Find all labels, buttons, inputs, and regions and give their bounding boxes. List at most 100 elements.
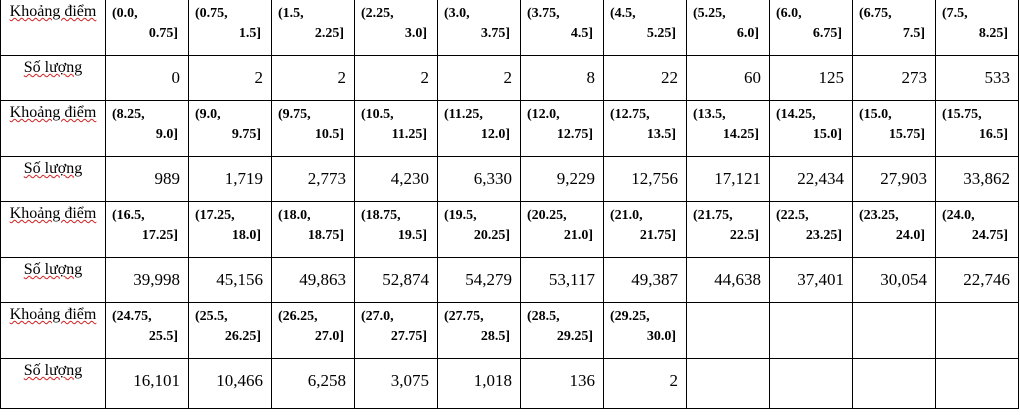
count-cell: 1,719: [188, 156, 272, 202]
count-row: Số lượng 0 2 2 2 2 8 22 60 125 273 533: [0, 55, 1019, 101]
range-cell: (18.0, 18.75]: [271, 201, 355, 258]
count-cell: 45,156: [188, 257, 272, 303]
empty-cell: [769, 358, 853, 409]
range-cell: (24.0, 24.75]: [935, 201, 1019, 258]
count-cell: 4,230: [354, 156, 438, 202]
range-cell: (26.25, 27.0]: [271, 302, 355, 359]
count-cell: 54,279: [437, 257, 521, 303]
count-cell: 2: [188, 55, 272, 101]
range-row-label: Khoảng điểm: [0, 0, 106, 56]
count-cell: 136: [520, 358, 604, 409]
count-cell: 2: [271, 55, 355, 101]
range-cell: (14.25, 15.0]: [769, 100, 853, 157]
range-cell: (1.5, 2.25]: [271, 0, 355, 56]
count-row: Số lượng 39,998 45,156 49,863 52,874 54,279 53…: [0, 257, 1019, 303]
range-cell: (24.75, 25.5]: [105, 302, 189, 359]
range-cell: (27.0, 27.75]: [354, 302, 438, 359]
range-cell: (21.0, 21.75]: [603, 201, 687, 258]
range-cell: (12.0, 12.75]: [520, 100, 604, 157]
empty-cell: [686, 302, 770, 359]
range-cell: (8.25, 9.0]: [105, 100, 189, 157]
count-cell: 533: [935, 55, 1019, 101]
count-cell: 49,387: [603, 257, 687, 303]
empty-cell: [686, 358, 770, 409]
count-cell: 0: [105, 55, 189, 101]
range-cell: (28.5, 29.25]: [520, 302, 604, 359]
count-cell: 39,998: [105, 257, 189, 303]
range-cell: (0.0, 0.75]: [105, 0, 189, 56]
range-cell: (23.25, 24.0]: [852, 201, 936, 258]
range-cell: (4.5, 5.25]: [603, 0, 687, 56]
count-row-label: Số lượng: [0, 55, 106, 101]
range-cell: (12.75, 13.5]: [603, 100, 687, 157]
count-cell: 27,903: [852, 156, 936, 202]
count-cell: 22: [603, 55, 687, 101]
range-cell: (0.75, 1.5]: [188, 0, 272, 56]
range-cell: (19.5, 20.25]: [437, 201, 521, 258]
range-cell: (11.25, 12.0]: [437, 100, 521, 157]
range-cell: (9.75, 10.5]: [271, 100, 355, 157]
count-cell: 6,258: [271, 358, 355, 409]
count-cell: 44,638: [686, 257, 770, 303]
count-cell: 125: [769, 55, 853, 101]
count-row-label: Số lượng: [0, 156, 106, 202]
count-cell: 22,746: [935, 257, 1019, 303]
empty-cell: [769, 302, 853, 359]
range-cell: (29.25, 30.0]: [603, 302, 687, 359]
range-row: Khoảng điểm (8.25, 9.0] (9.0, 9.75] (9.75, 10.…: [0, 100, 1019, 157]
count-cell: 49,863: [271, 257, 355, 303]
count-cell: 17,121: [686, 156, 770, 202]
range-cell: (13.5, 14.25]: [686, 100, 770, 157]
count-cell: 2: [437, 55, 521, 101]
count-cell: 1,018: [437, 358, 521, 409]
count-cell: 52,874: [354, 257, 438, 303]
range-row: Khoảng điểm (0.0, 0.75] (0.75, 1.5] (1.5, 2.25…: [0, 0, 1019, 56]
range-cell: (9.0, 9.75]: [188, 100, 272, 157]
range-cell: (22.5, 23.25]: [769, 201, 853, 258]
count-row: Số lượng 989 1,719 2,773 4,230 6,330 9,229 12,7…: [0, 156, 1019, 202]
range-row: Khoảng điểm (16.5, 17.25] (17.25, 18.0] (18.0…: [0, 201, 1019, 258]
range-cell: (5.25, 6.0]: [686, 0, 770, 56]
range-cell: (20.25, 21.0]: [520, 201, 604, 258]
range-cell: (2.25, 3.0]: [354, 0, 438, 56]
range-cell: (10.5, 11.25]: [354, 100, 438, 157]
range-cell: (3.0, 3.75]: [437, 0, 521, 56]
range-cell: (6.75, 7.5]: [852, 0, 936, 56]
range-row-label: Khoảng điểm: [0, 100, 106, 157]
count-cell: 12,756: [603, 156, 687, 202]
empty-cell: [935, 358, 1019, 409]
count-cell: 2: [603, 358, 687, 409]
empty-cell: [935, 302, 1019, 359]
count-cell: 37,401: [769, 257, 853, 303]
count-cell: 2: [354, 55, 438, 101]
range-cell: (3.75, 4.5]: [520, 0, 604, 56]
empty-cell: [852, 302, 936, 359]
count-cell: 2,773: [271, 156, 355, 202]
count-row: Số lượng 16,101 10,466 6,258 3,075 1,018 136 2: [0, 358, 1019, 409]
count-cell: 30,054: [852, 257, 936, 303]
count-cell: 60: [686, 55, 770, 101]
range-cell: (6.0, 6.75]: [769, 0, 853, 56]
count-cell: 9,229: [520, 156, 604, 202]
range-cell: (25.5, 26.25]: [188, 302, 272, 359]
range-cell: (27.75, 28.5]: [437, 302, 521, 359]
range-cell: (18.75, 19.5]: [354, 201, 438, 258]
range-cell: (7.5, 8.25]: [935, 0, 1019, 56]
range-row-label: Khoảng điểm: [0, 302, 106, 359]
count-cell: 6,330: [437, 156, 521, 202]
range-cell: (15.75, 16.5]: [935, 100, 1019, 157]
range-cell: (15.0, 15.75]: [852, 100, 936, 157]
count-cell: 22,434: [769, 156, 853, 202]
range-cell: (17.25, 18.0]: [188, 201, 272, 258]
count-cell: 3,075: [354, 358, 438, 409]
range-cell: (16.5, 17.25]: [105, 201, 189, 258]
count-cell: 273: [852, 55, 936, 101]
count-cell: 8: [520, 55, 604, 101]
count-row-label: Số lượng: [0, 358, 106, 409]
range-row: Khoảng điểm (24.75, 25.5] (25.5, 26.25] (26.2…: [0, 302, 1019, 359]
count-cell: 10,466: [188, 358, 272, 409]
range-cell: (21.75, 22.5]: [686, 201, 770, 258]
count-cell: 33,862: [935, 156, 1019, 202]
